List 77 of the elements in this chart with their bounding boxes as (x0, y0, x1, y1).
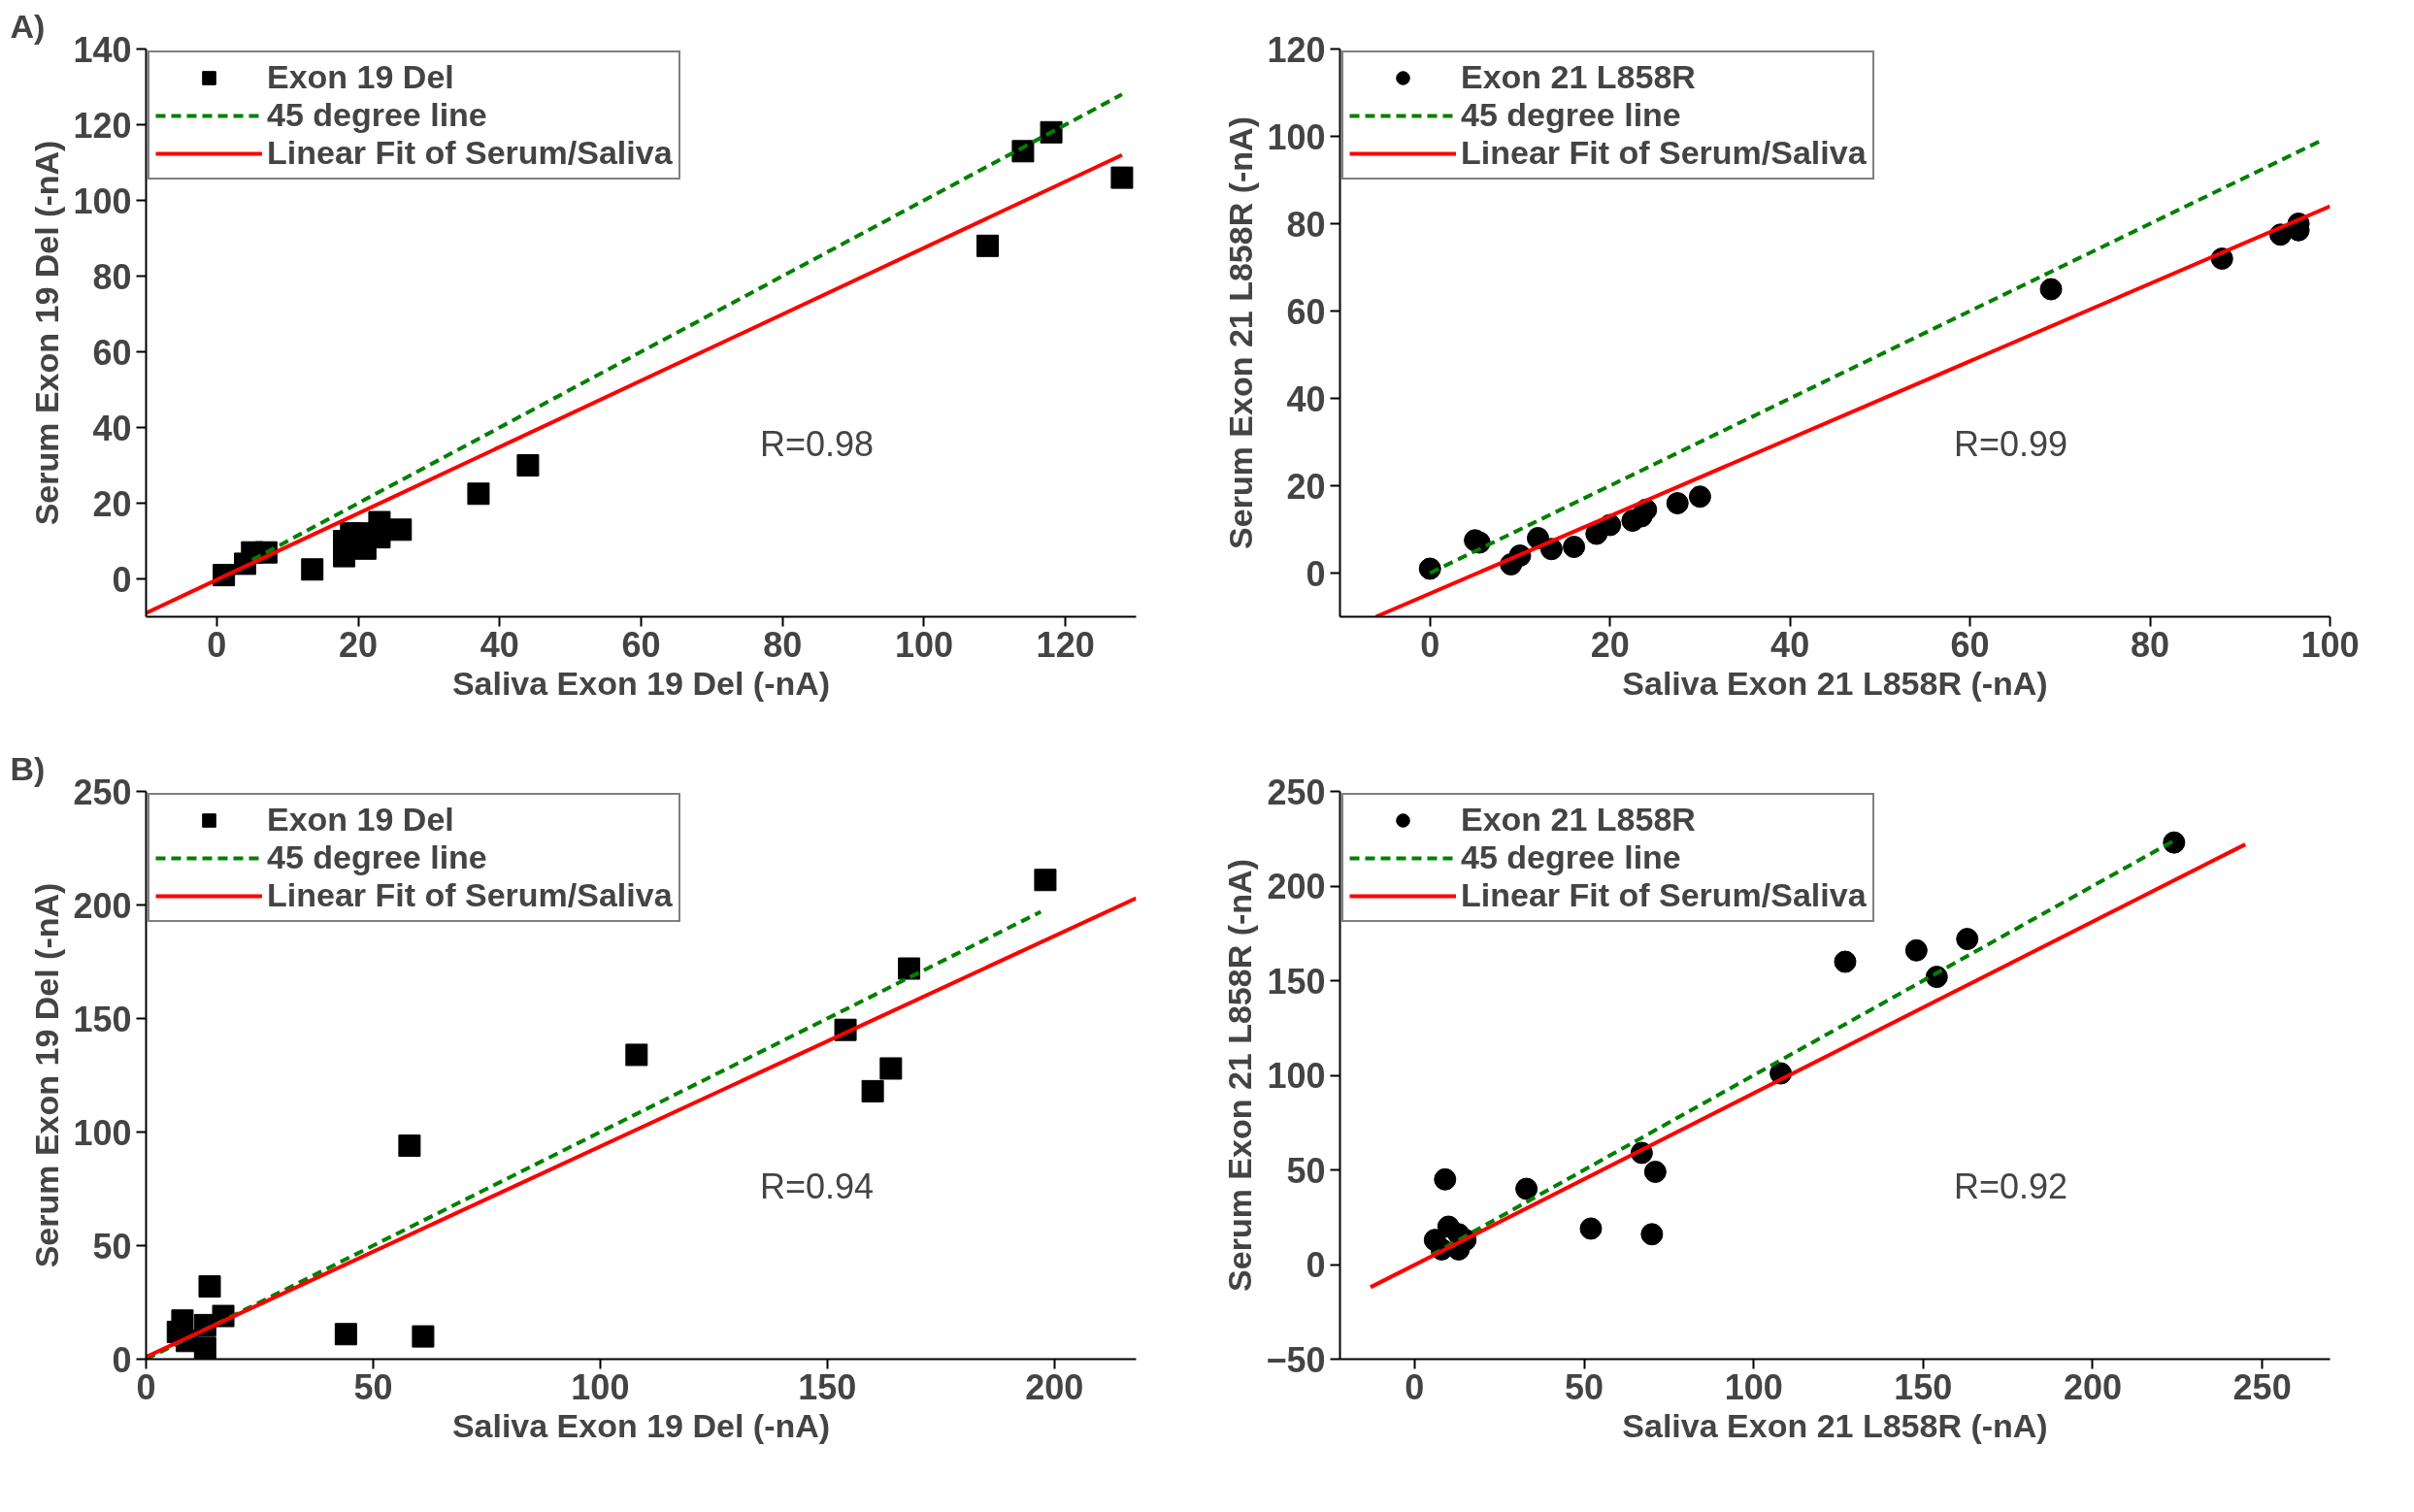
x-tick-label: 120 (1036, 624, 1095, 665)
legend-label: Exon 21 L858R (1461, 58, 1696, 96)
legend-label: 45 degree line (267, 96, 487, 134)
y-axis-title: Serum Exon 21 L858R (-nA) (1221, 859, 1259, 1292)
y-tick-label: 80 (1286, 204, 1326, 245)
y-tick-label: 0 (1306, 553, 1326, 594)
legend-label: Linear Fit of Serum/Saliva (1461, 134, 1867, 172)
annotation: R=0.98 (759, 423, 874, 464)
legend-label: Exon 19 Del (267, 801, 454, 838)
y-tick-label: 200 (1267, 867, 1326, 906)
x-tick-label: 50 (353, 1366, 393, 1407)
y-tick-label: 60 (92, 332, 132, 373)
annotation: R=0.92 (1953, 1166, 2067, 1206)
legend-label: 45 degree line (267, 838, 487, 876)
y-tick-label: 100 (73, 181, 132, 221)
y-tick-label: 200 (73, 885, 132, 926)
x-tick-label: 100 (2300, 624, 2360, 665)
x-axis-title: Saliva Exon 19 Del (-nA) (451, 1406, 831, 1444)
y-tick-label: 0 (112, 1339, 132, 1380)
y-tick-label: −50 (1266, 1339, 1326, 1380)
x-axis-title: Saliva Exon 21 L858R (-nA) (1622, 664, 2048, 702)
x-tick-label: 100 (571, 1366, 630, 1407)
x-tick-label: 80 (763, 624, 803, 665)
y-tick-label: 50 (1286, 1150, 1326, 1191)
legend-label: Exon 19 Del (267, 58, 454, 96)
x-tick-label: 50 (1564, 1366, 1604, 1407)
y-tick-label: 20 (1286, 466, 1326, 507)
y-tick-label: 140 (73, 29, 132, 70)
y-tick-label: 150 (73, 999, 132, 1039)
y-tick-label: 100 (1267, 1056, 1326, 1096)
y-tick-label: 50 (92, 1226, 132, 1266)
x-tick-label: 20 (1590, 624, 1630, 665)
y-axis-title: Serum Exon 19 Del (-nA) (28, 140, 66, 526)
legend-label: Linear Fit of Serum/Saliva (1461, 876, 1867, 914)
x-axis-title: Saliva Exon 21 L858R (-nA) (1622, 1406, 2048, 1444)
y-tick-label: 250 (1267, 772, 1326, 812)
x-tick-label: 40 (1770, 624, 1810, 665)
legend-label: 45 degree line (1461, 838, 1681, 876)
x-tick-label: 40 (479, 624, 519, 665)
x-axis-title: Saliva Exon 19 Del (-nA) (451, 664, 831, 702)
x-tick-label: 200 (1025, 1366, 1084, 1407)
chart-title: B) (10, 749, 46, 787)
y-tick-label: 100 (73, 1112, 132, 1153)
y-tick-label: 40 (1286, 378, 1326, 419)
x-tick-label: 0 (1420, 624, 1440, 665)
x-tick-label: 60 (621, 624, 661, 665)
y-tick-label: 150 (1267, 961, 1326, 1002)
y-tick-label: 250 (73, 772, 132, 812)
y-tick-label: 80 (92, 256, 132, 297)
y-tick-label: 0 (1306, 1245, 1326, 1285)
x-tick-label: 250 (2232, 1366, 2292, 1407)
y-axis-title: Serum Exon 19 Del (-nA) (28, 882, 66, 1268)
x-tick-label: 150 (1894, 1366, 1953, 1407)
x-tick-label: 200 (2063, 1366, 2123, 1407)
x-tick-label: 100 (894, 624, 953, 665)
y-tick-label: 120 (1267, 29, 1326, 70)
legend-label: 45 degree line (1461, 96, 1681, 134)
legend-label: Linear Fit of Serum/Saliva (267, 134, 673, 172)
y-axis-title: Serum Exon 21 L858R (-nA) (1222, 116, 1260, 549)
y-tick-label: 60 (1286, 291, 1326, 332)
y-tick-label: 0 (112, 559, 132, 600)
annotation: R=0.99 (1953, 423, 2067, 464)
annotation: R=0.94 (759, 1166, 874, 1206)
x-tick-label: 100 (1724, 1366, 1783, 1407)
x-tick-label: 0 (207, 624, 227, 665)
x-tick-label: 60 (1950, 624, 1990, 665)
y-tick-label: 20 (92, 483, 132, 524)
y-tick-label: 100 (1267, 116, 1326, 157)
legend-label: Linear Fit of Serum/Saliva (267, 876, 673, 914)
chart-title: A) (10, 7, 46, 45)
legend-label: Exon 21 L858R (1461, 801, 1696, 838)
x-tick-label: 150 (798, 1366, 857, 1407)
y-tick-label: 40 (92, 408, 132, 448)
x-tick-label: 0 (1405, 1366, 1425, 1407)
x-tick-label: 80 (2131, 624, 2170, 665)
y-tick-label: 120 (73, 105, 132, 146)
x-tick-label: 20 (339, 624, 379, 665)
